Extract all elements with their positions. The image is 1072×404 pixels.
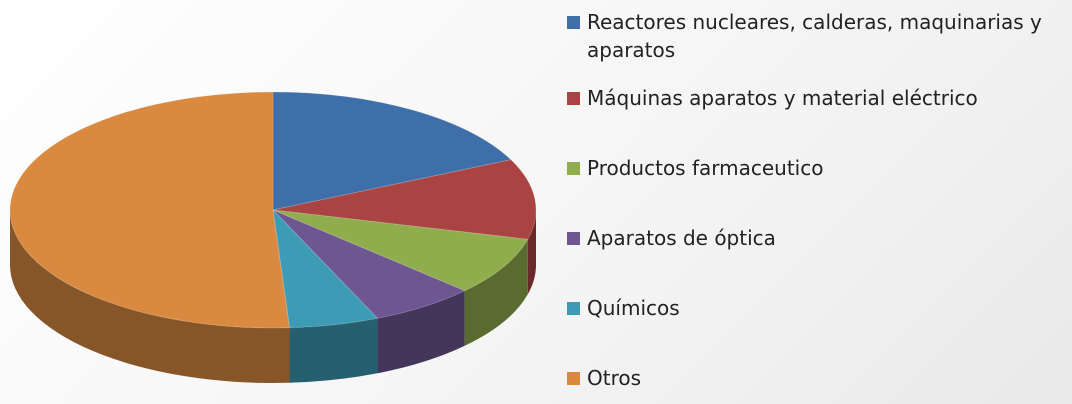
legend-item: Otros (567, 364, 1067, 392)
legend-swatch (567, 92, 580, 105)
legend-swatch (567, 16, 580, 29)
legend-label: Productos farmaceutico (587, 156, 824, 180)
slice (272, 209, 466, 319)
legend-label: Otros (587, 366, 642, 390)
legend-label: Reactores nucleares, calderas, maquinari… (587, 10, 1042, 62)
legend-item: Químicos (567, 294, 1067, 322)
legend-item: Aparatos de óptica (567, 224, 1067, 252)
slice-side (527, 210, 536, 295)
legend-swatch (567, 372, 580, 385)
legend-item: Reactores nucleares, calderas, maquinari… (567, 8, 1067, 64)
slice-side (10, 210, 290, 383)
legend-label: Máquinas aparatos y material eléctrico (587, 86, 978, 110)
slice (9, 91, 291, 329)
legend-label: Químicos (587, 296, 680, 320)
legend-swatch (567, 302, 580, 315)
slice (272, 209, 529, 292)
legend-swatch (567, 162, 580, 175)
slice (272, 91, 513, 211)
legend: Reactores nucleares, calderas, maquinari… (567, 8, 1067, 392)
legend-item: Máquinas aparatos y material eléctrico (567, 84, 1067, 112)
slice (272, 159, 537, 240)
legend-item: Productos farmaceutico (567, 154, 1067, 182)
slice-side (464, 239, 528, 346)
legend-swatch (567, 232, 580, 245)
slice (272, 208, 379, 329)
pie-area (9, 91, 537, 383)
slice-side (377, 290, 465, 374)
slice-side (289, 318, 378, 383)
legend-label: Aparatos de óptica (587, 226, 776, 250)
